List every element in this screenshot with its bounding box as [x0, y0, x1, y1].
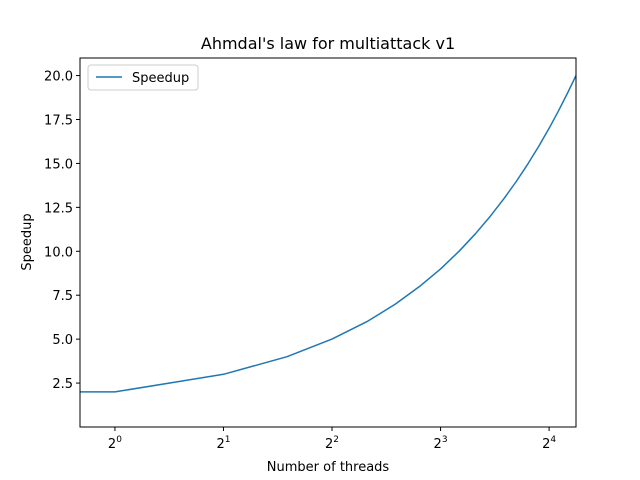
- x-tick-exponent: 2: [333, 435, 339, 445]
- x-axis-label: Number of threads: [267, 460, 390, 475]
- y-axis-label: Speedup: [20, 213, 35, 270]
- x-tick-exponent: 1: [225, 435, 231, 445]
- series-line: [80, 75, 577, 393]
- legend-label: Speedup: [132, 71, 189, 86]
- data-point: [222, 373, 224, 375]
- data-point: [538, 145, 540, 147]
- x-tick-base: 2: [108, 437, 116, 452]
- y-tick-label: 12.5: [44, 201, 73, 216]
- data-point: [515, 180, 517, 182]
- data-point: [503, 197, 505, 199]
- chart-title: Ahmdal's law for multiattack v1: [201, 34, 455, 53]
- data-point: [286, 356, 288, 358]
- x-tick-label: 22: [325, 435, 339, 452]
- data-point: [527, 162, 529, 164]
- data-point: [566, 92, 568, 94]
- data-point: [557, 110, 559, 112]
- y-tick-label: 2.5: [52, 377, 73, 392]
- data-point: [114, 391, 116, 393]
- x-tick-exponent: 3: [442, 435, 448, 445]
- series-layer: [80, 75, 577, 393]
- x-tick-base: 2: [542, 437, 550, 452]
- y-tick-label: 10.0: [44, 245, 73, 260]
- x-tick-label: 20: [108, 435, 122, 452]
- x-tick-exponent: 4: [550, 435, 556, 445]
- y-tick-label: 20.0: [44, 70, 73, 85]
- y-tick-label: 15.0: [44, 157, 73, 172]
- data-point: [366, 320, 368, 322]
- data-point: [418, 285, 420, 287]
- x-tick-base: 2: [216, 437, 224, 452]
- x-tick-label: 21: [216, 435, 230, 452]
- legend: Speedup: [87, 64, 199, 91]
- y-tick-label: 17.5: [44, 114, 73, 129]
- y-tick-label: 7.5: [52, 289, 73, 304]
- legend-box: [87, 64, 199, 91]
- plot-frame: [79, 57, 577, 428]
- x-tick-base: 2: [434, 437, 442, 452]
- plot-area: [80, 58, 576, 427]
- data-point: [458, 250, 460, 252]
- x-tick-exponent: 0: [116, 435, 122, 445]
- data-point: [331, 338, 333, 340]
- data-point: [439, 268, 441, 270]
- y-axis-ticks: 2.5 5.0 7.5 10.0 12.5 15.0 17.5 20.0: [44, 70, 80, 392]
- y-tick-label: 5.0: [52, 333, 73, 348]
- data-point: [474, 233, 476, 235]
- data-point: [489, 215, 491, 217]
- x-tick-base: 2: [325, 437, 333, 452]
- x-tick-label: 24: [542, 435, 556, 452]
- x-axis-ticks: 20 21 22 23 24: [108, 427, 556, 452]
- data-point: [394, 303, 396, 305]
- data-point: [548, 127, 550, 129]
- x-tick-label: 23: [434, 435, 448, 452]
